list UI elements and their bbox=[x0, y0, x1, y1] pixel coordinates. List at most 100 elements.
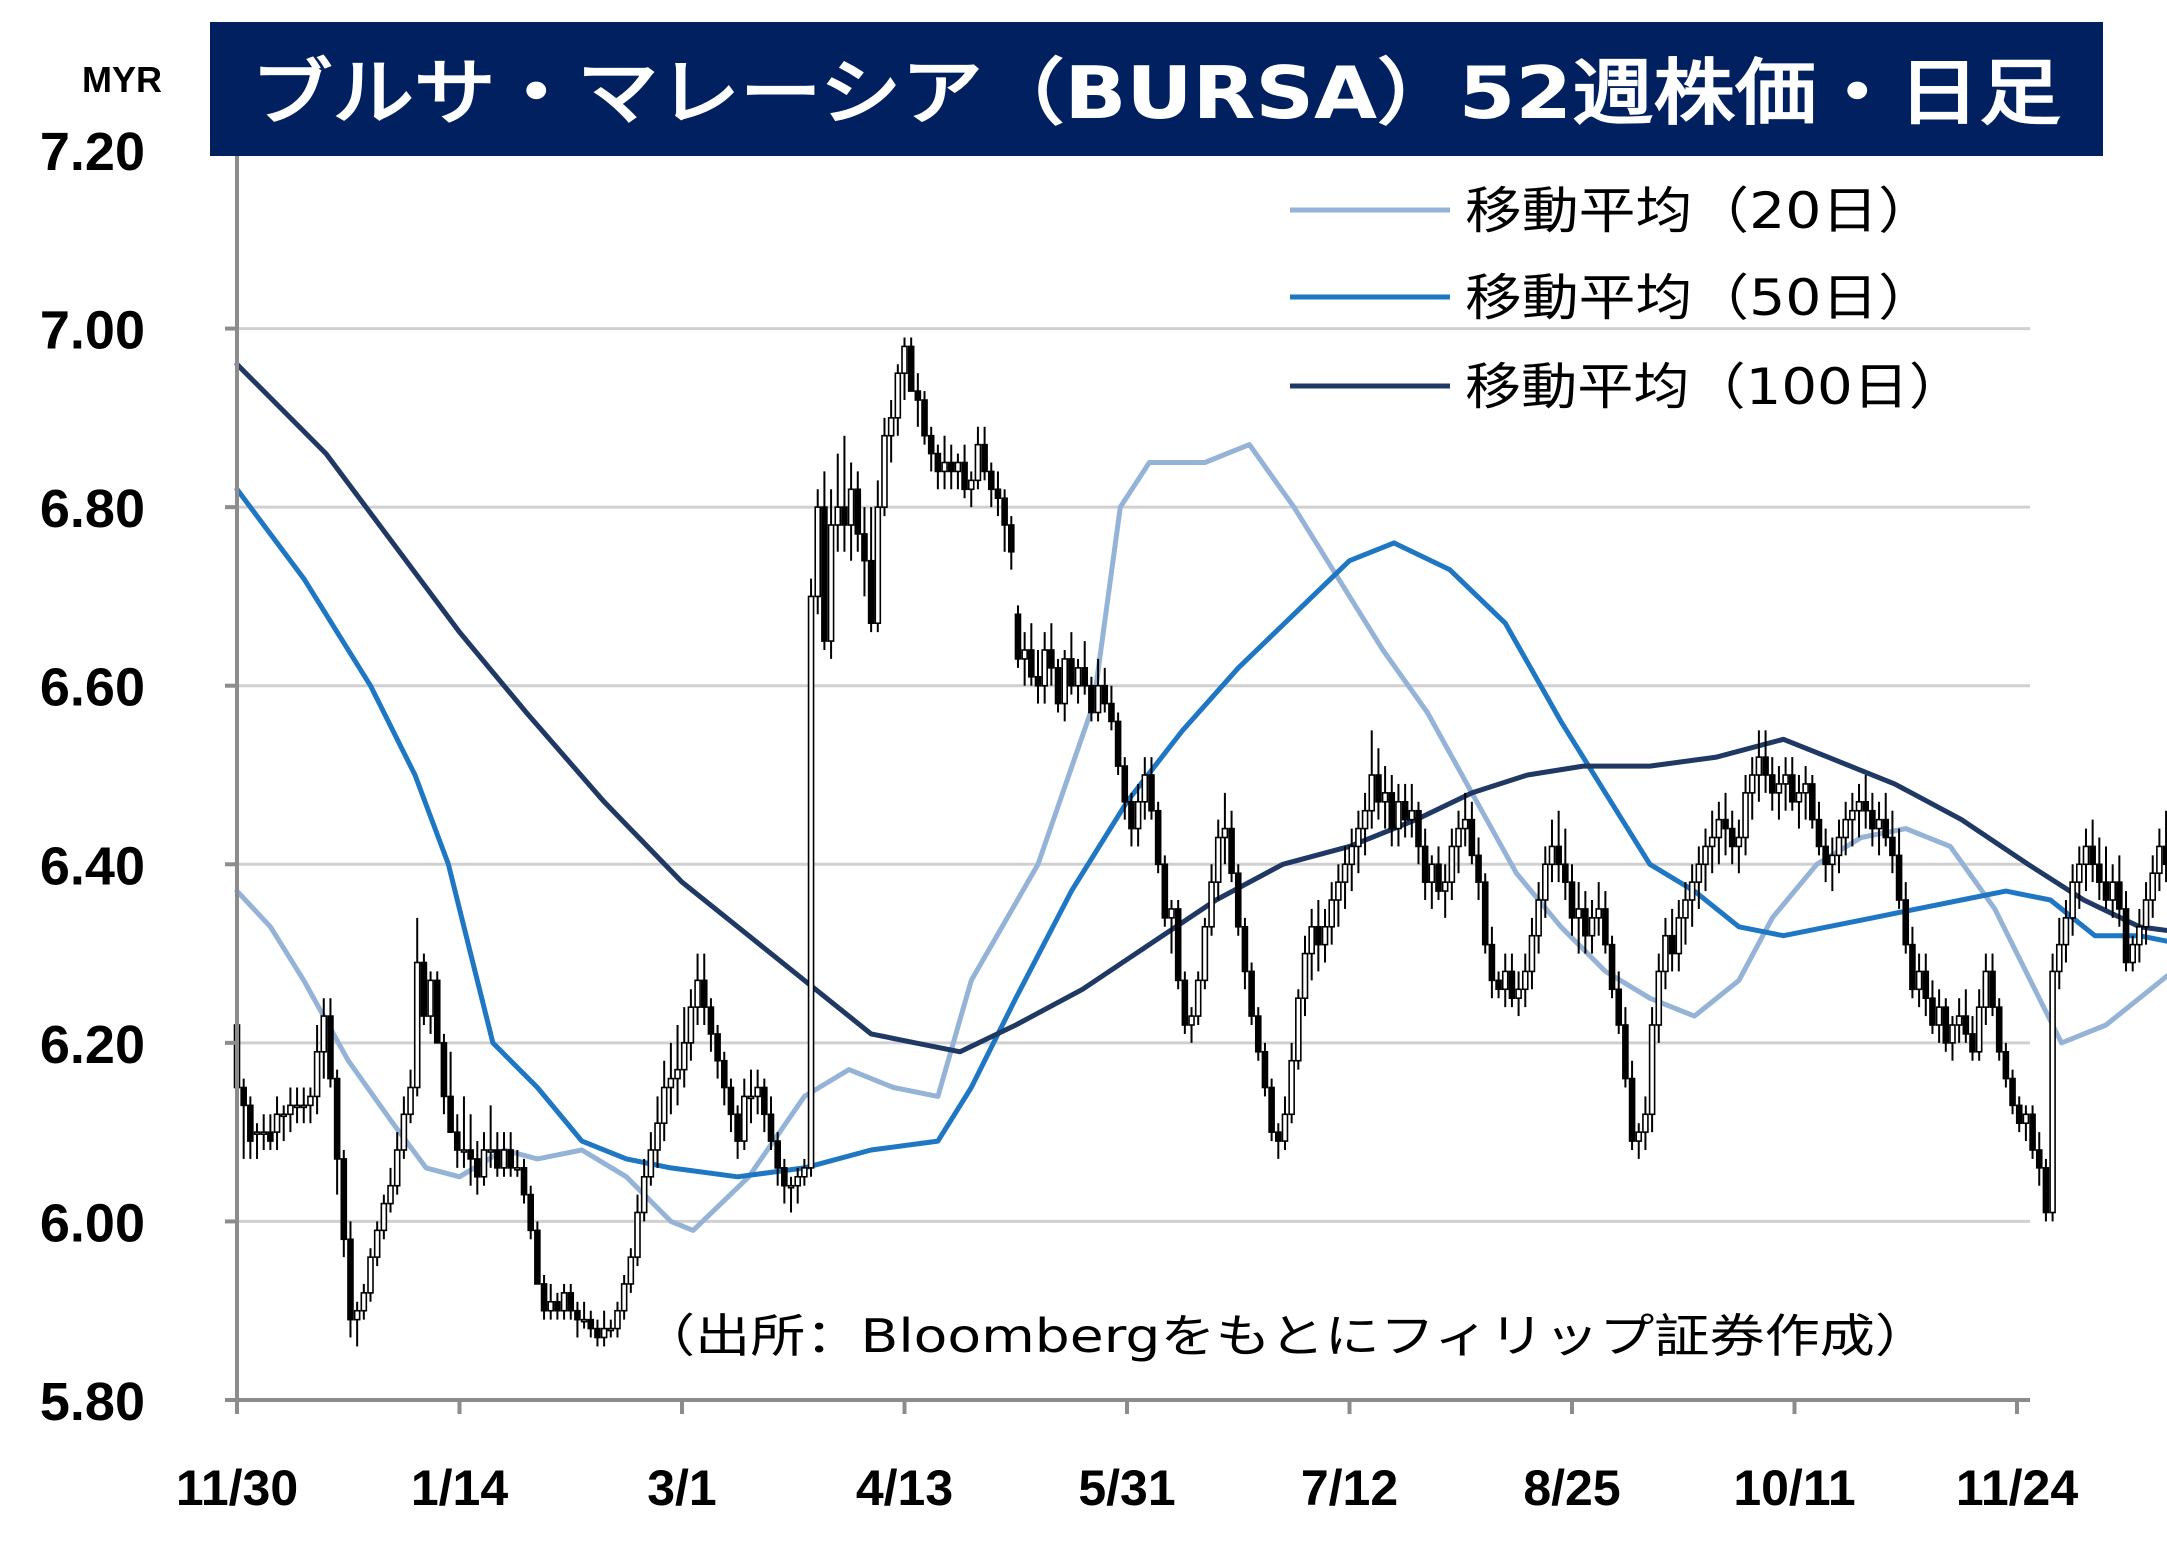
candle-body bbox=[1815, 818, 1823, 848]
candle-body bbox=[320, 1015, 328, 1053]
candle-body bbox=[1401, 800, 1409, 821]
candle-body bbox=[1341, 863, 1349, 883]
x-tick-label: 8/25 bbox=[1523, 1460, 1620, 1516]
candle-body bbox=[874, 506, 882, 625]
candle-body bbox=[1615, 988, 1623, 1026]
candle-body bbox=[1655, 970, 1663, 1026]
candle-body bbox=[841, 506, 848, 526]
candle-body bbox=[787, 1184, 795, 1189]
candle-body bbox=[967, 479, 975, 491]
candle-body bbox=[814, 506, 822, 598]
x-tick-label: 11/24 bbox=[1956, 1460, 2079, 1516]
candle-body bbox=[700, 979, 708, 1008]
candle-body bbox=[1802, 783, 1809, 794]
candle-body bbox=[1695, 863, 1703, 883]
candle-body bbox=[921, 399, 928, 437]
candle-body bbox=[293, 1104, 301, 1109]
candle-body bbox=[1795, 792, 1803, 803]
candle-body bbox=[1094, 684, 1102, 714]
candle-body bbox=[1028, 649, 1035, 678]
candle-body bbox=[514, 1167, 521, 1171]
candle-body bbox=[1942, 1006, 1950, 1044]
x-tick-label: 11/30 bbox=[176, 1460, 298, 1516]
candle-body bbox=[854, 488, 862, 535]
source-note: （出所：Bloombergをもとにフィリップ証券作成） bbox=[640, 1309, 1930, 1363]
moving-average-line-ma50 bbox=[234, 486, 2167, 1180]
candle-body bbox=[2142, 899, 2150, 928]
candle-body bbox=[2076, 863, 2083, 883]
candle-body bbox=[1562, 863, 1569, 883]
candle-body bbox=[1048, 649, 1055, 669]
candle-body bbox=[1194, 979, 1202, 1017]
candle-body bbox=[340, 1158, 348, 1241]
candle-body bbox=[1128, 800, 1135, 830]
candle-body bbox=[994, 488, 1002, 500]
candle-body bbox=[807, 595, 815, 1169]
candle-body bbox=[353, 1309, 361, 1321]
candle-body bbox=[1855, 800, 1863, 812]
candle-body bbox=[387, 1184, 394, 1205]
candle-body bbox=[1922, 970, 1930, 1000]
candle-body bbox=[801, 1167, 808, 1178]
chart-title: ブルサ・マレーシア（BURSA）52週株価・日足 bbox=[251, 51, 2061, 135]
y-axis-unit-label: MYR bbox=[82, 59, 162, 100]
candle-body bbox=[827, 524, 835, 642]
candle-body bbox=[393, 1149, 401, 1187]
y-tick-labels: 5.80 6.00 6.20 6.40 6.60 6.80 7.00 7.20 bbox=[40, 122, 145, 1432]
candle-body bbox=[1281, 1113, 1289, 1142]
candle-body bbox=[914, 390, 922, 401]
candle-body bbox=[1575, 908, 1582, 919]
candle-body bbox=[1308, 925, 1315, 955]
x-tick-labels: 11/30 1/14 3/1 4/13 5/31 7/12 8/25 10/11 11/24 bbox=[176, 1460, 2079, 1516]
candle-body bbox=[1241, 925, 1249, 973]
candle-body bbox=[1969, 1033, 1976, 1053]
candle-body bbox=[1715, 818, 1723, 839]
candle-body bbox=[1982, 970, 1990, 1008]
candle-body bbox=[273, 1113, 281, 1133]
candle-body bbox=[280, 1113, 288, 1118]
candle-body bbox=[640, 1175, 648, 1214]
candle-body bbox=[1809, 783, 1816, 821]
candle-body bbox=[1702, 845, 1709, 866]
candle-body bbox=[1301, 952, 1309, 1000]
legend-label-ma100: 移動平均（100日） bbox=[1465, 358, 1965, 416]
x-tick-label: 1/14 bbox=[411, 1460, 509, 1516]
candle-body bbox=[714, 1033, 721, 1062]
candle-body bbox=[427, 979, 434, 1017]
candle-body bbox=[847, 488, 855, 526]
candle-body bbox=[2162, 845, 2167, 866]
candle-body bbox=[1108, 702, 1115, 723]
candle-body bbox=[373, 1229, 381, 1258]
candle-body bbox=[247, 1104, 254, 1142]
candle-body bbox=[1081, 667, 1089, 687]
candle-body bbox=[620, 1283, 628, 1312]
candle-body bbox=[1054, 667, 1062, 705]
candle-body bbox=[1775, 783, 1783, 794]
candle-body bbox=[727, 1086, 735, 1116]
candle-body bbox=[821, 506, 828, 642]
candle-body bbox=[547, 1300, 555, 1312]
y-tick-label: 6.80 bbox=[40, 479, 145, 539]
candle-body bbox=[627, 1256, 635, 1285]
y-tick-label: 7.20 bbox=[40, 122, 145, 182]
candle-body bbox=[781, 1167, 788, 1187]
candle-body bbox=[1328, 899, 1335, 928]
candle-body bbox=[1889, 836, 1896, 857]
candle-body bbox=[1381, 792, 1389, 803]
candle-body bbox=[1388, 792, 1396, 830]
candle-body bbox=[1134, 800, 1142, 830]
candle-body bbox=[420, 961, 428, 1017]
y-tick-label: 6.40 bbox=[40, 836, 145, 896]
candle-body bbox=[1448, 845, 1456, 883]
candle-body bbox=[747, 1095, 755, 1100]
candle-body bbox=[1395, 800, 1402, 830]
candle-body bbox=[1248, 970, 1255, 1017]
candle-body bbox=[2082, 845, 2090, 866]
candle-body bbox=[1975, 1006, 1983, 1053]
candle-body bbox=[2096, 863, 2103, 883]
candle-body bbox=[761, 1086, 768, 1116]
candle-body bbox=[1068, 658, 1075, 687]
candle-body bbox=[534, 1229, 541, 1285]
candle-body bbox=[1708, 836, 1716, 848]
candle-body bbox=[634, 1211, 641, 1258]
